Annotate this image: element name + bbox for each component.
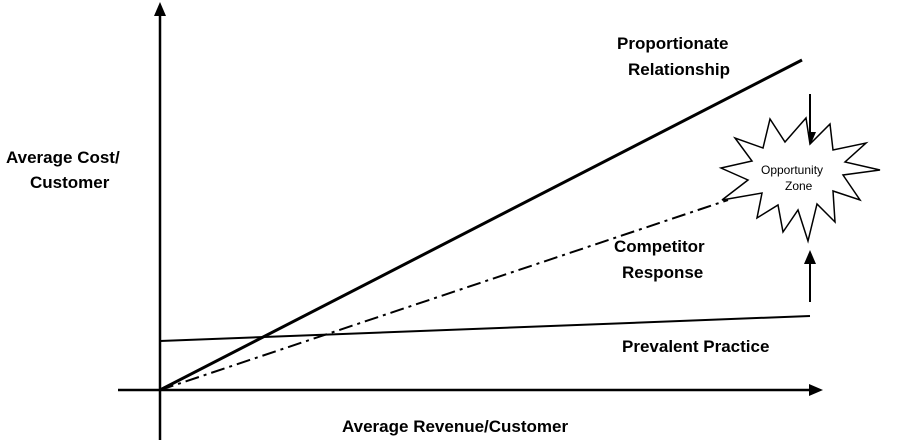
up-arrowhead bbox=[804, 250, 816, 264]
y-axis-arrowhead bbox=[154, 2, 166, 16]
competitor-response-line bbox=[159, 199, 729, 391]
proportionate-label-line2: Relationship bbox=[628, 60, 730, 79]
y-axis-label-line2: Customer bbox=[30, 173, 110, 192]
competitor-label-line1: Competitor bbox=[614, 237, 705, 256]
opportunity-label-line2: Zone bbox=[785, 179, 813, 193]
proportionate-label-line1: Proportionate bbox=[617, 34, 728, 53]
y-axis-label-line1: Average Cost/ bbox=[6, 148, 120, 167]
x-axis-arrowhead bbox=[809, 384, 823, 396]
competitor-label-line2: Response bbox=[622, 263, 703, 282]
proportionate-relationship-line bbox=[159, 58, 803, 392]
starburst-icon bbox=[718, 116, 881, 244]
opportunity-label-line1: Opportunity bbox=[761, 163, 823, 177]
prevalent-label: Prevalent Practice bbox=[622, 337, 769, 356]
x-axis-label: Average Revenue/Customer bbox=[342, 417, 569, 436]
prevalent-practice-line bbox=[159, 315, 811, 342]
